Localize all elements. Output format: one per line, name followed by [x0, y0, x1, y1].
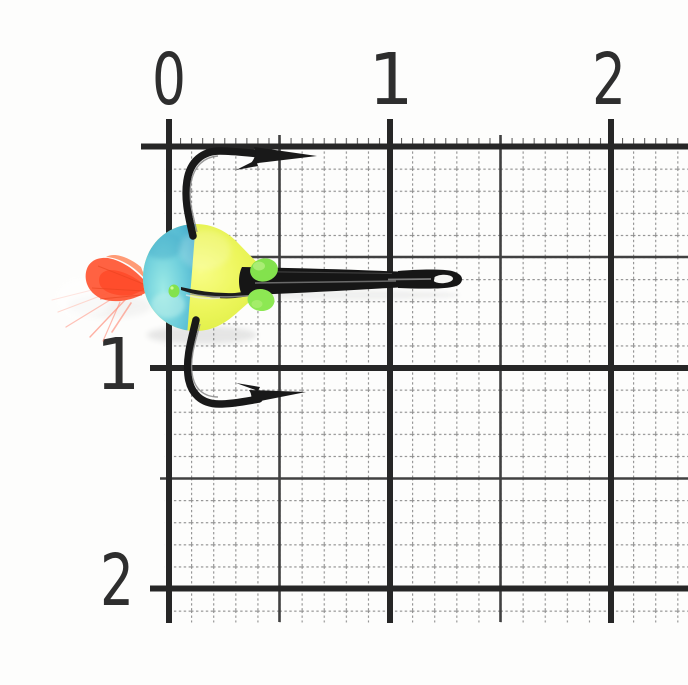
ruler-label-top-0: 0: [152, 38, 186, 121]
hook-bottom-barb: [236, 383, 260, 391]
red-feather-tuft: [51, 255, 150, 342]
ruler-label-top-1: 1: [368, 38, 413, 121]
ruler-edge-ticks: [169, 138, 688, 146]
hook-top-barb: [236, 160, 258, 170]
green-paint-dot: [168, 284, 180, 298]
grid-major-lines: [141, 119, 688, 623]
ruler-label-left-1: 1: [95, 323, 140, 406]
hook-top-prong: [182, 147, 317, 240]
hook-top-point: [250, 147, 317, 164]
green-paint-blobs: [247, 258, 278, 312]
hook-bottom-prong: [183, 316, 306, 408]
grid-minor-lines: [164, 146, 688, 623]
ruler-labels: 0 1 2 1 2: [95, 38, 626, 622]
lure-bead: [143, 224, 263, 331]
ruler-label-left-2: 2: [100, 539, 134, 622]
hook-bottom-point: [249, 390, 306, 403]
fishing-lure: [51, 147, 462, 408]
ruler-label-top-2: 2: [592, 38, 626, 121]
hook-eye-opening: [433, 274, 453, 284]
graph-paper-grid: [141, 119, 688, 623]
